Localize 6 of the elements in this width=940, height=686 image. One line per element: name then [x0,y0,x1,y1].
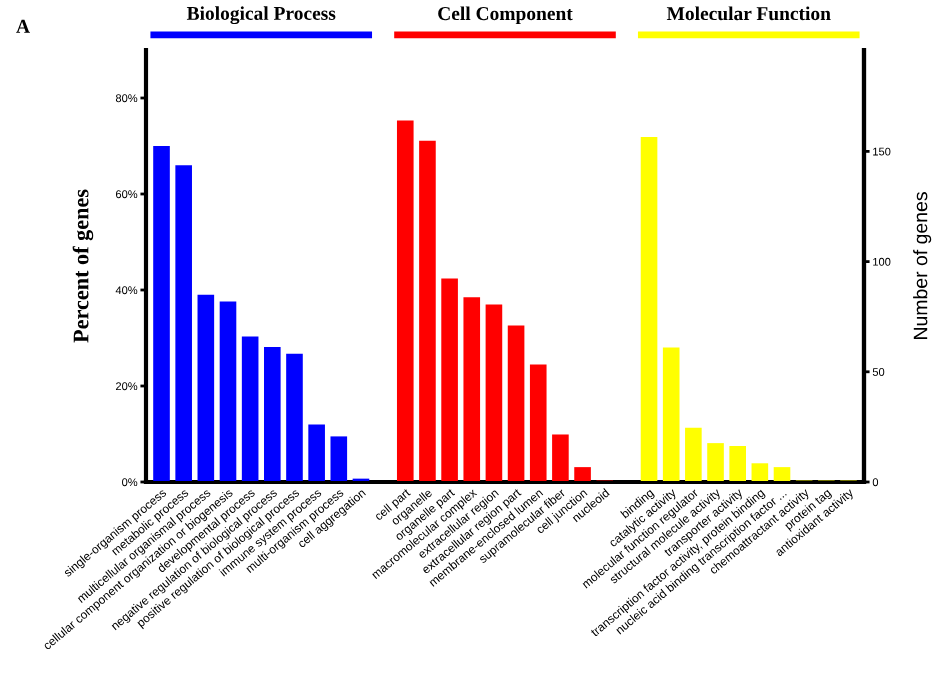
text: Cell Component [438,6,573,25]
text: Molecular Function [666,6,831,21]
y-axis-title: Percent of genes [72,189,94,343]
chart-title: A [16,19,30,33]
y2-axis-title: Number of genes [913,192,932,339]
text: Biological Process [186,6,336,25]
